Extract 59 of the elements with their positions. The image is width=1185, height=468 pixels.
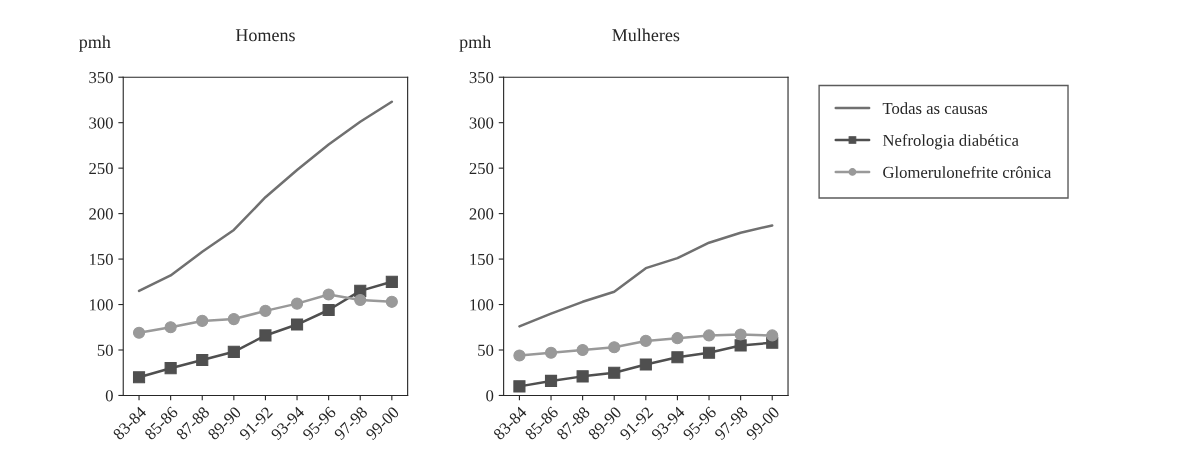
point <box>576 370 589 383</box>
y-axis-title: pmh <box>459 35 491 52</box>
point <box>639 358 652 371</box>
y-tick-label: 150 <box>470 253 494 266</box>
point <box>702 329 716 342</box>
y-tick-label: 250 <box>469 162 494 175</box>
point <box>639 334 652 347</box>
point <box>354 293 367 307</box>
point <box>576 343 589 357</box>
y-tick-label: 100 <box>89 299 113 311</box>
point <box>608 366 621 379</box>
point <box>385 295 398 308</box>
point <box>671 351 684 364</box>
line-series <box>518 224 774 328</box>
chart-title: Homens <box>235 29 295 42</box>
y-tick-label: 0 <box>486 390 494 402</box>
point <box>196 314 209 327</box>
legend-label: Todas as causas <box>882 102 988 115</box>
y-tick-label: 0 <box>105 390 113 402</box>
y-tick-label: 300 <box>89 117 113 129</box>
point <box>290 318 304 331</box>
point <box>322 288 335 301</box>
y-tick-label: 300 <box>469 117 494 129</box>
point <box>766 329 779 342</box>
point <box>322 303 335 317</box>
point <box>544 374 558 387</box>
point <box>196 353 209 367</box>
y-tick-label: 350 <box>469 71 494 84</box>
point <box>259 304 272 317</box>
y-tick-label: 50 <box>97 344 113 356</box>
point <box>227 313 240 326</box>
legend-label: Nefrologia diabética <box>882 134 1019 150</box>
point <box>671 332 684 345</box>
point <box>132 326 146 339</box>
point <box>164 362 177 375</box>
legend-label: Glomerulonefrite crônica <box>883 166 1052 178</box>
point <box>259 329 272 342</box>
point <box>385 275 398 288</box>
chart-title: Mulheres <box>612 28 680 42</box>
point <box>702 346 716 359</box>
point <box>734 328 747 341</box>
y-tick-label: 50 <box>478 344 494 356</box>
point <box>608 341 621 354</box>
y-tick-label: 200 <box>469 208 494 220</box>
y-tick-label: 100 <box>470 299 494 311</box>
point <box>164 321 177 334</box>
y-tick-label: 150 <box>89 253 113 266</box>
point <box>132 371 146 384</box>
point <box>290 297 304 310</box>
point <box>734 339 747 352</box>
point <box>513 349 526 362</box>
y-tick-label: 350 <box>89 71 113 84</box>
y-tick-label: 250 <box>89 162 113 175</box>
point <box>544 346 558 359</box>
y-tick-label: 200 <box>89 208 113 220</box>
line-series <box>137 100 394 293</box>
y-axis-title: pmh <box>79 35 111 52</box>
point <box>513 380 526 393</box>
point <box>227 345 240 358</box>
